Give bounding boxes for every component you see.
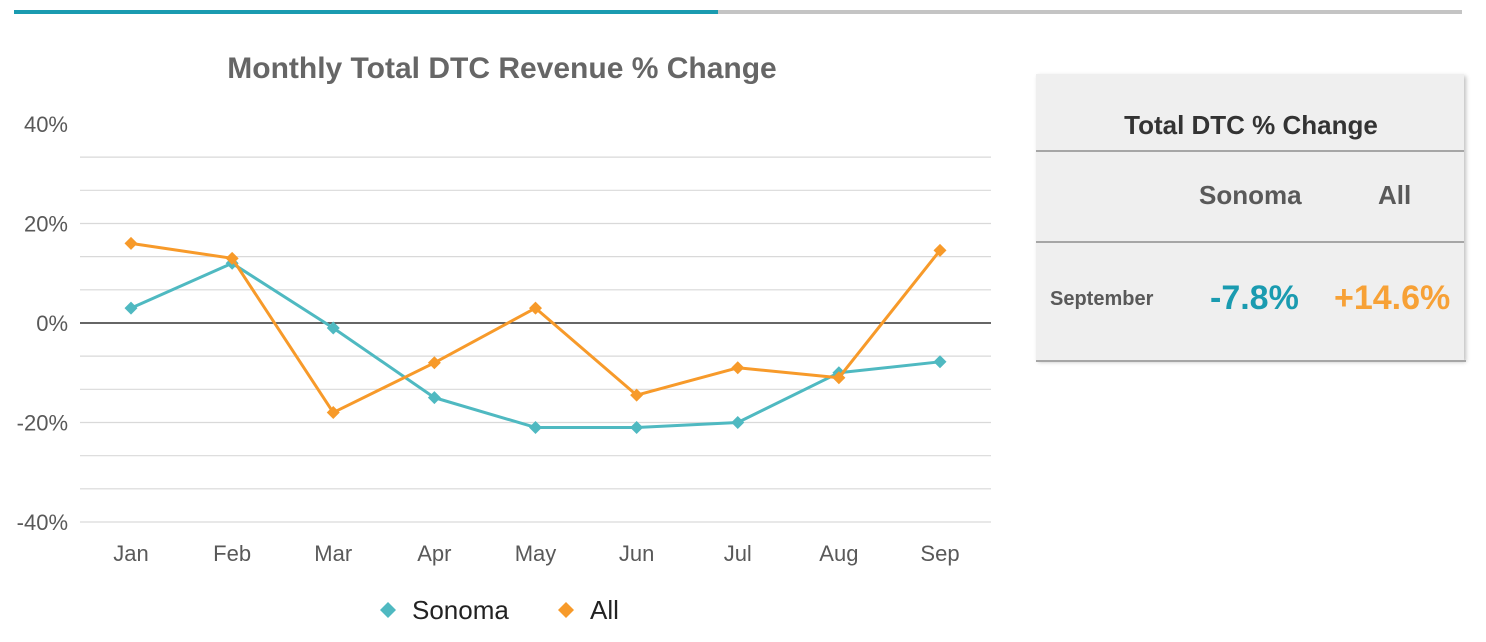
data-point-all [832, 371, 846, 385]
x-tick-label: Aug [819, 541, 858, 566]
data-point-all [124, 236, 138, 250]
card-title: Total DTC % Change [1124, 110, 1378, 140]
top-accent-bar [14, 10, 718, 14]
chart-title: Monthly Total DTC Revenue % Change [227, 52, 776, 85]
data-point-all [933, 243, 947, 257]
y-tick-label: 40% [24, 112, 68, 137]
legend-label-sonoma: Sonoma [412, 595, 509, 625]
card-divider [1036, 150, 1464, 152]
y-tick-label: 0% [36, 311, 68, 336]
y-tick-label: 20% [24, 212, 68, 237]
data-point-all [427, 356, 441, 370]
x-tick-label: Feb [213, 541, 251, 566]
gridlines [80, 156, 991, 523]
row-label-month: September [1050, 288, 1154, 310]
card-bottom-rule [1036, 360, 1466, 362]
top-divider-bar [718, 10, 1462, 14]
data-point-all [326, 406, 340, 420]
data-point-sonoma [529, 420, 542, 434]
data-point-all [731, 361, 745, 375]
x-axis-ticks: Jan Feb Mar Apr May Jun Jul Aug Sep [113, 541, 959, 566]
series-sonoma [124, 256, 947, 434]
y-axis-ticks: -40% -20% 0% 20% 40% [17, 112, 68, 535]
card-divider [1036, 241, 1464, 243]
x-tick-label: Mar [314, 541, 352, 566]
line-chart: Monthly Total DTC Revenue % Change -40%-… [17, 52, 991, 625]
data-point-all [630, 388, 644, 402]
sonoma-change-value: -7.8% [1210, 279, 1299, 317]
data-point-sonoma [124, 301, 138, 315]
data-point-sonoma [731, 416, 745, 429]
data-point-sonoma [326, 321, 340, 335]
x-tick-label: Jun [619, 541, 654, 566]
data-point-sonoma [933, 355, 947, 369]
legend-marker-sonoma [380, 602, 396, 618]
column-header-all: All [1378, 180, 1412, 210]
legend[interactable]: Sonoma All [380, 595, 619, 625]
x-tick-label: Apr [417, 541, 451, 566]
all-change-value: +14.6% [1334, 279, 1451, 317]
x-tick-label: May [515, 541, 557, 566]
x-tick-label: Jan [113, 541, 148, 566]
series-lines [124, 236, 947, 434]
y-tick-label: -40% [17, 510, 68, 535]
x-tick-label: Sep [920, 541, 959, 566]
x-tick-label: Jul [724, 541, 752, 566]
summary-card: Total DTC % Change Sonoma All September … [1036, 74, 1466, 362]
data-point-all [529, 301, 542, 315]
data-point-sonoma [630, 420, 644, 434]
data-point-sonoma [427, 391, 441, 405]
series-all [124, 236, 947, 420]
series-line-all [130, 241, 942, 415]
data-point-all [225, 251, 239, 265]
legend-label-all: All [590, 595, 619, 625]
legend-marker-all [558, 602, 574, 618]
y-tick-label: -20% [17, 411, 68, 436]
column-header-sonoma: Sonoma [1199, 180, 1302, 210]
